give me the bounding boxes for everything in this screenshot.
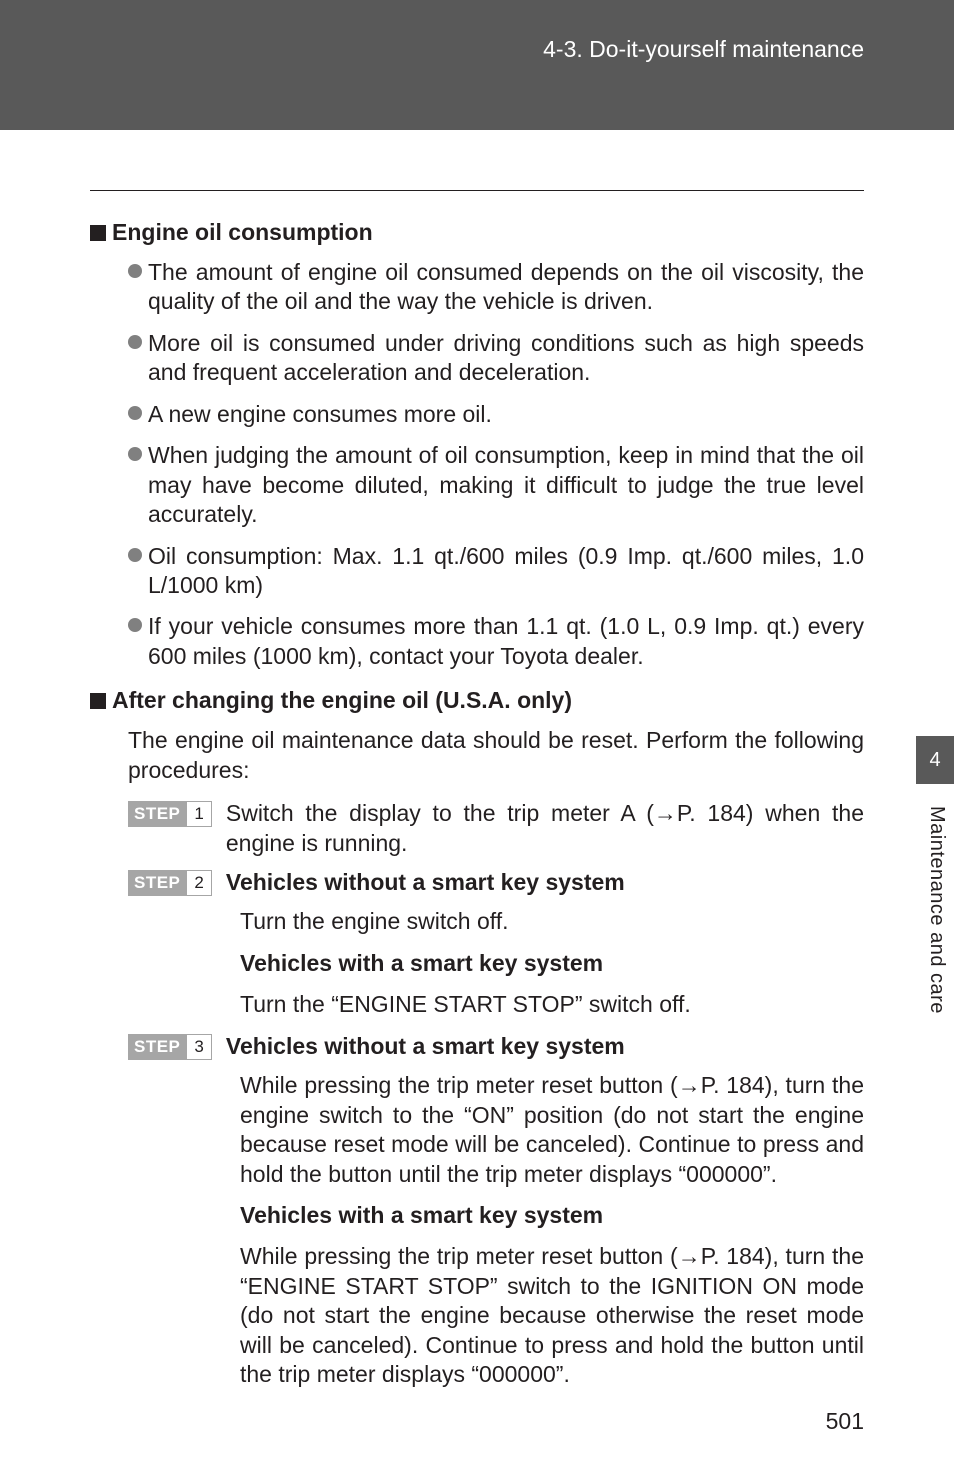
bullet-text: Oil consumption: Max. 1.1 qt./600 miles … — [148, 542, 864, 601]
bullet-list: The amount of engine oil consumed depend… — [128, 258, 864, 671]
step-heading: Vehicles without a smart key system — [226, 868, 864, 897]
divider — [90, 190, 864, 191]
bullet-text: The amount of engine oil consumed depend… — [148, 258, 864, 317]
step-label: STEP — [128, 801, 186, 827]
step-badge: STEP 1 — [128, 801, 212, 827]
step-sub-text: Turn the engine switch off. — [240, 907, 864, 936]
section-title-after-change: After changing the engine oil (U.S.A. on… — [90, 687, 864, 714]
section-title-text: Engine oil consumption — [112, 219, 373, 246]
square-bullet-icon — [90, 693, 106, 709]
bullet-text: If your vehicle consumes more than 1.1 q… — [148, 612, 864, 671]
breadcrumb: 4-3. Do-it-yourself maintenance — [543, 36, 864, 63]
step-2: STEP 2 Vehicles without a smart key syst… — [128, 868, 864, 897]
bullet-icon — [128, 335, 142, 349]
bullet-icon — [128, 447, 142, 461]
step-badge: STEP 2 — [128, 870, 212, 896]
step-number: 2 — [186, 870, 211, 896]
list-item: The amount of engine oil consumed depend… — [128, 258, 864, 317]
list-item: If your vehicle consumes more than 1.1 q… — [128, 612, 864, 671]
step-label: STEP — [128, 870, 186, 896]
step-sub-text: While pressing the trip meter reset butt… — [240, 1242, 864, 1389]
bullet-icon — [128, 618, 142, 632]
step-sub-text: Turn the “ENGINE START STOP” switch off. — [240, 990, 864, 1019]
page-number: 501 — [826, 1408, 864, 1435]
intro-paragraph: The engine oil maintenance data should b… — [128, 726, 864, 785]
list-item: A new engine consumes more oil. — [128, 400, 864, 429]
bullet-icon — [128, 548, 142, 562]
list-item: More oil is consumed under driving condi… — [128, 329, 864, 388]
bullet-text: More oil is consumed under driving condi… — [148, 329, 864, 388]
page-content: Engine oil consumption The amount of eng… — [0, 130, 954, 1390]
step-3: STEP 3 Vehicles without a smart key syst… — [128, 1032, 864, 1061]
bullet-icon — [128, 264, 142, 278]
step-number: 1 — [186, 801, 211, 827]
bullet-icon — [128, 406, 142, 420]
step-text: Switch the display to the trip meter A (… — [226, 799, 864, 858]
square-bullet-icon — [90, 225, 106, 241]
chapter-number: 4 — [929, 749, 940, 772]
step-sub-text: While pressing the trip meter reset butt… — [240, 1071, 864, 1189]
step-number: 3 — [186, 1034, 211, 1060]
header-band: 4-3. Do-it-yourself maintenance — [0, 0, 954, 130]
step-heading: Vehicles without a smart key system — [226, 1032, 864, 1061]
section-title-oil-consumption: Engine oil consumption — [90, 219, 864, 246]
chapter-label: Maintenance and care — [925, 806, 948, 1014]
step-badge: STEP 3 — [128, 1034, 212, 1060]
step-1: STEP 1 Switch the display to the trip me… — [128, 799, 864, 858]
step-sub-heading: Vehicles with a smart key system — [240, 1201, 864, 1230]
list-item: Oil consumption: Max. 1.1 qt./600 miles … — [128, 542, 864, 601]
chapter-tab: 4 — [916, 736, 954, 784]
section-title-text: After changing the engine oil (U.S.A. on… — [112, 687, 572, 714]
list-item: When judging the amount of oil consumpti… — [128, 441, 864, 529]
bullet-text: When judging the amount of oil consumpti… — [148, 441, 864, 529]
bullet-text: A new engine consumes more oil. — [148, 400, 492, 429]
step-label: STEP — [128, 1034, 186, 1060]
step-sub-heading: Vehicles with a smart key system — [240, 949, 864, 978]
